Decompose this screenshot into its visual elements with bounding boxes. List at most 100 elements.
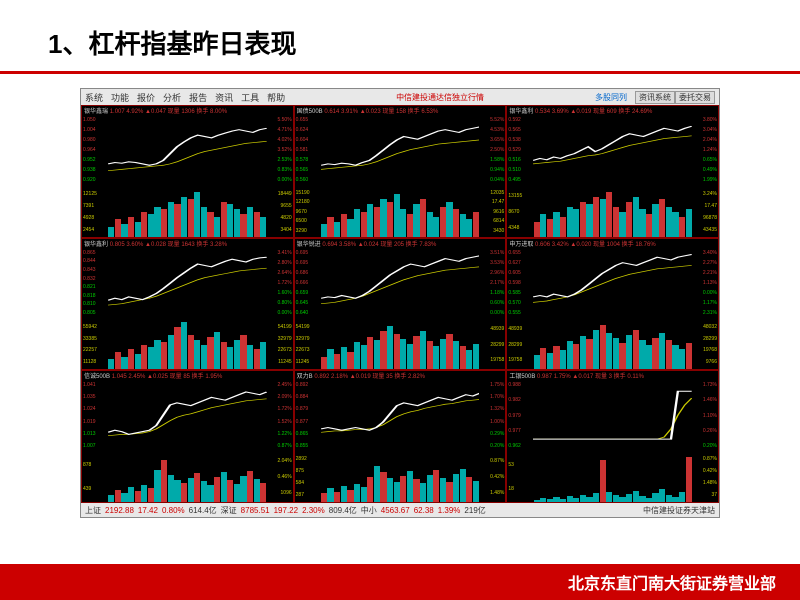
- y-axis-left: 0.8650.8440.8430.8320.8210.8180.8100.805: [82, 249, 108, 317]
- chart-cell-1[interactable]: 国债500B 0.614 3.91% ▲0.023 现量 158 换手 6.53…: [294, 105, 507, 238]
- chart-cell-2[interactable]: 银华鑫利 0.534 3.69% ▲0.019 现量 609 换手 24.69%…: [506, 105, 719, 238]
- price-chart: [533, 116, 692, 184]
- vol-axis-left: 878439: [82, 452, 108, 502]
- y-axis-right: 1.73%1.46%1.10%0.26%0.20%: [692, 381, 718, 449]
- chart-cell-4[interactable]: 银华锐进 0.694 3.58% ▲0.024 现量 205 换手 7.83%0…: [294, 238, 507, 371]
- status-index2-chg: 197.22: [274, 506, 298, 515]
- status-index3-pct: 1.39%: [438, 506, 461, 515]
- volume-chart: [321, 452, 480, 502]
- y-axis-right: 3.51%3.53%2.96%2.17%1.18%0.60%0.00%: [479, 249, 505, 317]
- y-axis-right: 5.52%4.53%3.65%2.50%1.58%0.94%0.04%: [479, 116, 505, 184]
- vol-axis-right: 2.04%0.46%1096: [267, 452, 293, 502]
- y-axis-right: 2.45%2.09%1.72%1.52%1.22%0.87%: [267, 381, 293, 449]
- vol-axis-right: 3.24%17.479687843435: [692, 187, 718, 237]
- price-chart: [108, 381, 267, 449]
- price-chart: [321, 116, 480, 184]
- menu-help[interactable]: 帮助: [267, 91, 285, 104]
- status-index3-val: 4563.67: [381, 506, 410, 515]
- slide-footer: 北京东直门南大街证券营业部: [0, 564, 800, 600]
- chart-header: 银华鑫利 0.534 3.69% ▲0.019 现量 609 换手 24.69%: [507, 106, 718, 116]
- price-chart: [108, 249, 267, 317]
- status-index1-vol: 614.4亿: [189, 505, 217, 516]
- y-axis-left: 0.6550.6240.6040.5810.5780.5650.560: [295, 116, 321, 184]
- tab-marquee[interactable]: 资讯系统: [635, 91, 675, 104]
- volume-chart: [321, 187, 480, 237]
- y-axis-left: 0.5920.5650.5380.5290.5160.5100.495: [507, 116, 533, 184]
- y-axis-left: 0.9880.9820.9790.9770.962: [507, 381, 533, 449]
- volume-chart: [533, 320, 692, 370]
- chart-grid: 银华鑫瑞 1.007 4.92% ▲0.047 现量 1306 换手 8.00%…: [81, 105, 719, 503]
- volume-chart: [321, 320, 480, 370]
- chart-cell-3[interactable]: 银华鑫利 0.805 3.60% ▲0.028 现量 1643 换手 3.28%…: [81, 238, 294, 371]
- chart-header: 银华锐进 0.694 3.58% ▲0.024 现量 205 换手 7.83%: [295, 239, 506, 249]
- tab-trade[interactable]: 委托交易: [675, 91, 715, 104]
- status-index3-vol: 219亿: [464, 505, 485, 516]
- chart-cell-8[interactable]: 工银500B 0.987 1.75% ▲0.017 现量 3 换手 0.11%0…: [506, 370, 719, 503]
- y-axis-left: 1.0501.0040.9800.9640.9520.9380.920: [82, 116, 108, 184]
- menu-tools[interactable]: 工具: [241, 91, 259, 104]
- menu-info[interactable]: 资讯: [215, 91, 233, 104]
- footer-text: 北京东直门南大街证券营业部: [568, 570, 776, 594]
- chart-cell-5[interactable]: 申万进取 0.606 3.42% ▲0.020 现量 1004 换手 18.76…: [506, 238, 719, 371]
- vol-axis-right: 0.87%0.42%1.48%37: [692, 452, 718, 502]
- menu-quote[interactable]: 报价: [137, 91, 155, 104]
- status-index1-name: 上证: [85, 505, 101, 516]
- chart-cell-0[interactable]: 银华鑫瑞 1.007 4.92% ▲0.047 现量 1306 换手 8.00%…: [81, 105, 294, 238]
- status-index3-name: 中小: [361, 505, 377, 516]
- terminal-title: 中信建投通达信独立行情: [293, 92, 587, 103]
- title-underline: [0, 71, 800, 74]
- status-bar: 上证 2192.88 17.42 0.80% 614.4亿 深证 8785.51…: [81, 503, 719, 517]
- chart-cell-6[interactable]: 信诚500B 1.045 2.45% ▲0.025 现量 85 换手 1.95%…: [81, 370, 294, 503]
- vol-axis-right: 18449965548203404: [267, 187, 293, 237]
- chart-cell-7[interactable]: 双力B 0.892 2.18% ▲0.019 现量 35 换手 2.82%0.8…: [294, 370, 507, 503]
- menu-report[interactable]: 报告: [189, 91, 207, 104]
- vol-axis-right: 0.87%0.42%1.48%: [479, 452, 505, 502]
- vol-axis-left: 12125739149282454: [82, 187, 108, 237]
- status-index3-chg: 62.38: [414, 506, 434, 515]
- slide-title: 1、杠杆指基昨日表现: [0, 0, 800, 71]
- chart-header: 申万进取 0.606 3.42% ▲0.020 现量 1004 换手 18.76…: [507, 239, 718, 249]
- chart-header: 信诚500B 1.045 2.45% ▲0.025 现量 85 换手 1.95%: [82, 371, 293, 381]
- y-axis-right: 3.80%3.04%2.04%1.24%0.65%0.49%1.99%: [692, 116, 718, 184]
- status-index2-vol: 809.4亿: [329, 505, 357, 516]
- vol-axis-left: 55942333852225711128: [82, 320, 108, 370]
- vol-axis-right: 4803228299197689766: [692, 320, 718, 370]
- y-axis-right: 3.40%2.27%2.21%1.13%0.00%1.17%2.31%: [692, 249, 718, 317]
- chart-header: 工银500B 0.987 1.75% ▲0.017 现量 3 换手 0.11%: [507, 371, 718, 381]
- status-index2-name: 深证: [221, 505, 237, 516]
- price-chart: [533, 249, 692, 317]
- price-chart: [108, 116, 267, 184]
- y-axis-left: 0.6550.6270.6050.5980.5850.5700.555: [507, 249, 533, 317]
- status-index1-chg: 17.42: [138, 506, 158, 515]
- terminal-menubar: 系统 功能 报价 分析 报告 资讯 工具 帮助 中信建投通达信独立行情 多股同列…: [81, 89, 719, 105]
- y-axis-left: 1.0411.0351.0241.0191.0131.007: [82, 381, 108, 449]
- chart-header: 双力B 0.892 2.18% ▲0.019 现量 35 换手 2.82%: [295, 371, 506, 381]
- vol-axis-left: 1315586704348: [507, 187, 533, 237]
- status-station: 中信建投证券天津站: [643, 505, 715, 516]
- volume-chart: [108, 452, 267, 502]
- vol-axis-left: 2892875584287: [295, 452, 321, 502]
- y-axis-left: 0.8920.8840.8790.8770.8650.855: [295, 381, 321, 449]
- price-chart: [321, 381, 480, 449]
- menu-function[interactable]: 功能: [111, 91, 129, 104]
- y-axis-right: 3.41%2.80%2.64%1.72%1.60%0.80%0.00%: [267, 249, 293, 317]
- chart-header: 银华鑫瑞 1.007 4.92% ▲0.047 现量 1306 换手 8.00%: [82, 106, 293, 116]
- menu-system[interactable]: 系统: [85, 91, 103, 104]
- y-axis-left: 0.6950.6950.6860.6660.6590.6450.640: [295, 249, 321, 317]
- y-axis-right: 1.75%1.70%1.32%1.00%0.29%0.20%: [479, 381, 505, 449]
- vol-axis-right: 54199329792267311245: [267, 320, 293, 370]
- vol-axis-right: 1203517.47961668143430: [479, 187, 505, 237]
- volume-chart: [533, 187, 692, 237]
- chart-header: 银华鑫利 0.805 3.60% ▲0.028 现量 1643 换手 3.28%: [82, 239, 293, 249]
- chart-header: 国债500B 0.614 3.91% ▲0.023 现量 158 换手 6.53…: [295, 106, 506, 116]
- menu-analysis[interactable]: 分析: [163, 91, 181, 104]
- vol-axis-right: 489392829919758: [479, 320, 505, 370]
- vol-axis-left: 5318: [507, 452, 533, 502]
- volume-chart: [533, 452, 692, 502]
- vol-axis-left: 54199329792267311245: [295, 320, 321, 370]
- price-chart: [321, 249, 480, 317]
- y-axis-right: 5.50%4.71%4.02%3.52%2.53%0.83%0.00%: [267, 116, 293, 184]
- vol-axis-left: 489392829919758: [507, 320, 533, 370]
- status-index2-val: 8785.51: [241, 506, 270, 515]
- trading-terminal: 系统 功能 报价 分析 报告 资讯 工具 帮助 中信建投通达信独立行情 多股同列…: [80, 88, 720, 518]
